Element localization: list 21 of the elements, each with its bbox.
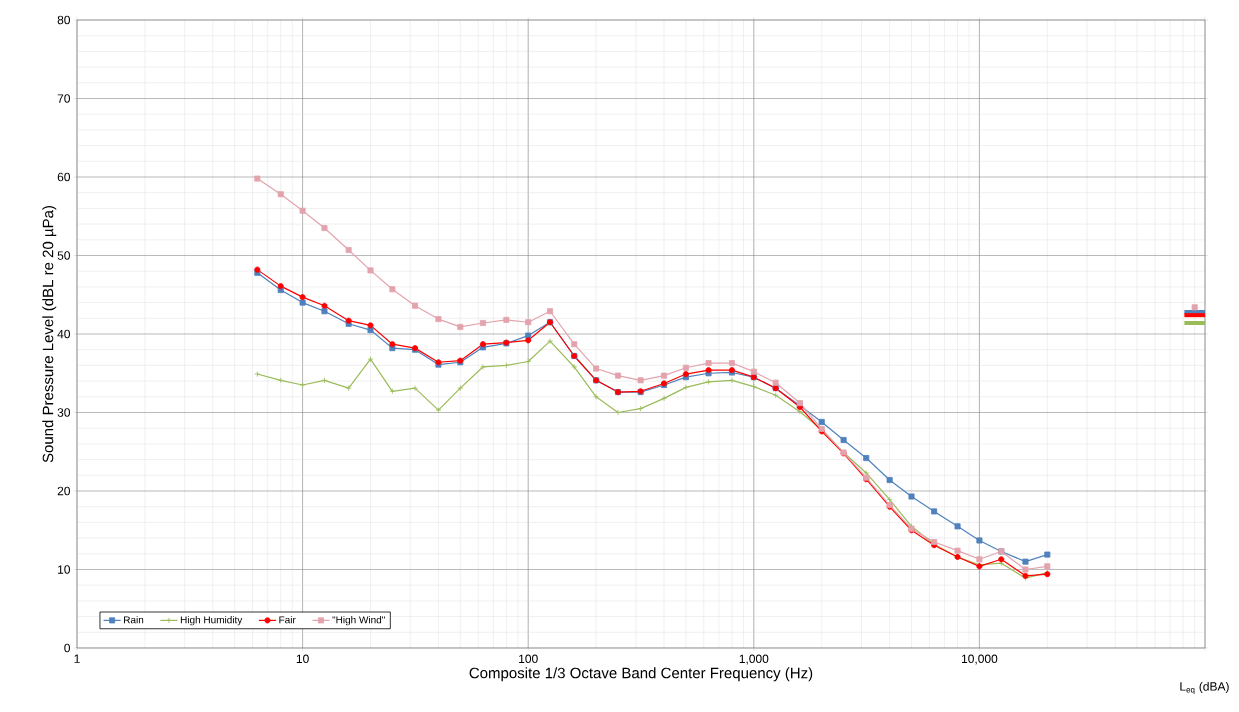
- y-tick-label: 60: [57, 172, 71, 182]
- x-axis-title: Composite 1/3 Octave Band Center Frequency (Hz): [469, 667, 813, 682]
- x-tick-label: 100: [519, 654, 538, 664]
- text: L$_{eq}$ (dBA): [1180, 681, 1229, 695]
- y-axis-title: Sound Pressure Level (dBL re 20 µPa): [42, 206, 57, 463]
- legend-label: "High Wind": [332, 616, 385, 626]
- y-tick-label: 0: [64, 643, 71, 653]
- legend-label: Fair: [279, 616, 296, 624]
- legend-label: Rain: [124, 616, 144, 624]
- y-tick-label: 40: [57, 329, 71, 339]
- x-tick-label: 10: [296, 654, 309, 664]
- y-tick-label: 80: [57, 15, 71, 25]
- y-tick-label: 70: [57, 94, 71, 103]
- y-tick-label: 10: [58, 565, 71, 574]
- y-tick-label: 20: [57, 486, 71, 496]
- y-tick-label: 30: [57, 408, 71, 417]
- legend-label: High Humidity: [180, 616, 243, 626]
- x-tick-label: 10,000: [961, 654, 998, 665]
- x-tick-label: 1: [74, 654, 80, 663]
- y-tick-label: 50: [57, 251, 71, 260]
- x-tick-label: 1,000: [739, 654, 769, 665]
